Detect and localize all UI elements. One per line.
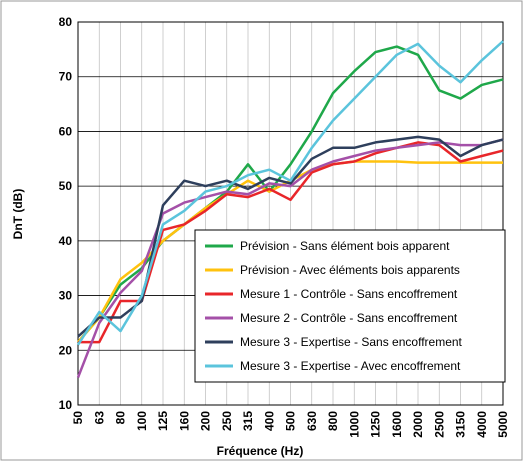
x-tick-label: 400 [262,411,276,431]
x-tick-label: 200 [199,411,213,431]
y-tick-label: 70 [59,70,73,84]
x-tick-label: 3150 [454,411,468,438]
series-line [76,138,504,379]
series-line [76,40,504,346]
x-tick-label: 1250 [369,411,383,438]
y-tick-label: 20 [59,343,73,357]
series-line [77,45,504,343]
y-tick-label: 60 [59,124,73,138]
x-tick-label: 50 [71,411,85,425]
x-tick-label: 315 [241,411,255,431]
legend-label: Prévision - Sans élément bois apparent [240,239,450,253]
x-tick-label: 80 [114,411,128,425]
y-tick-label: 30 [59,289,73,303]
x-tick-label: 4000 [475,411,489,438]
legend-label: Mesure 3 - Expertise - Avec encoffrement [240,359,461,373]
x-tick-label: 250 [220,411,234,431]
x-tick-label: 160 [177,411,191,431]
y-tick-label: 80 [59,15,73,29]
plot-border [77,21,504,406]
legend-label: Mesure 2 - Contrôle - Sans encoffrement [240,311,458,325]
y-tick-label: 40 [59,234,73,248]
x-axis-label: Fréquence (Hz) [217,444,304,458]
legend-label: Mesure 1 - Contrôle - Sans encoffrement [240,287,458,301]
y-tick-label: 10 [59,398,73,412]
x-tick-label: 5000 [496,411,510,438]
x-tick-label: 63 [92,411,106,425]
x-tick-label: 630 [305,411,319,431]
x-tick-label: 2000 [411,411,425,438]
x-tick-label: 125 [156,411,170,431]
x-tick-label: 500 [284,411,298,431]
x-tick-label: 1000 [347,411,361,438]
legend [194,229,506,383]
legend-label: Mesure 3 - Expertise - Sans encoffrement [240,335,463,349]
legend-label: Prévision - Avec éléments bois apparents [240,263,460,277]
x-tick-label: 800 [326,411,340,431]
x-tick-label: 100 [135,411,149,431]
y-axis-label: DnT (dB) [11,189,25,240]
x-tick-label: 1600 [390,411,404,438]
x-tick-label: 2500 [432,411,446,438]
y-tick-label: 50 [59,179,73,193]
